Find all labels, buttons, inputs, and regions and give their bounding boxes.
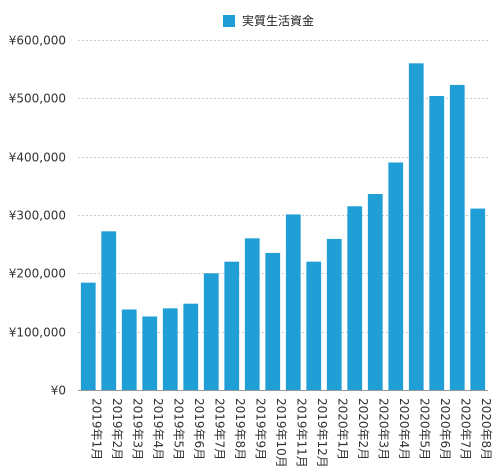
- x-tick-label: 2020年4月: [397, 398, 411, 460]
- x-tick-label: 2019年4月: [151, 398, 165, 460]
- bar: [80, 282, 96, 390]
- x-axis: 2019年1月 2019年2月 2019年3月 2019年4月 2019年5月 2019年…: [78, 390, 493, 467]
- bar: [388, 162, 404, 390]
- x-tick-label: 2019年3月: [130, 398, 144, 460]
- bar: [306, 261, 322, 390]
- y-tick-label: ¥500,000: [9, 92, 66, 106]
- bar: [162, 308, 178, 390]
- bars: [80, 63, 486, 391]
- y-tick-label: ¥100,000: [9, 326, 66, 340]
- y-axis: ¥0 ¥100,000 ¥200,000 ¥300,000 ¥400,000 ¥500,0…: [9, 34, 66, 398]
- bar: [183, 303, 199, 390]
- bar: [224, 261, 240, 390]
- x-tick-label: 2019年1月: [89, 398, 103, 460]
- bar: [121, 309, 137, 390]
- y-tick-label: ¥400,000: [9, 151, 66, 165]
- bar: [367, 194, 383, 390]
- x-tick-label: 2020年1月: [335, 398, 349, 460]
- bar: [265, 252, 281, 390]
- x-tick-label: 2019年9月: [253, 398, 267, 460]
- y-tick-label: ¥300,000: [9, 209, 66, 223]
- bar: [347, 206, 363, 390]
- x-tick-label: 2020年6月: [438, 398, 452, 460]
- x-tick-label: 2020年3月: [376, 398, 390, 460]
- x-tick-label: 2020年7月: [458, 398, 472, 460]
- legend-label: 実質生活資金: [242, 13, 314, 28]
- legend-swatch: [223, 15, 235, 27]
- bar: [244, 238, 260, 390]
- gridlines: [78, 40, 488, 333]
- y-tick-label: ¥600,000: [9, 34, 66, 48]
- bar: [429, 96, 445, 390]
- x-tick-label: 2019年7月: [212, 398, 226, 460]
- bar: [470, 208, 486, 390]
- x-tick-label: 2020年8月: [479, 398, 493, 460]
- y-tick-label: ¥0: [51, 384, 66, 398]
- x-tick-label: 2019年6月: [192, 398, 206, 460]
- x-tick-label: 2019年11月: [294, 398, 308, 467]
- x-tick-label: 2019年8月: [233, 398, 247, 460]
- bar: [285, 214, 301, 390]
- x-tick-label: 2019年10月: [274, 398, 288, 467]
- bar: [203, 273, 219, 390]
- x-tick-label: 2020年2月: [356, 398, 370, 460]
- bar: [449, 84, 465, 391]
- x-tick-label: 2020年5月: [417, 398, 431, 460]
- x-tick-label: 2019年5月: [171, 398, 185, 460]
- x-tick-label: 2019年12月: [315, 398, 329, 467]
- y-tick-label: ¥200,000: [9, 267, 66, 281]
- legend: 実質生活資金: [223, 13, 314, 28]
- bar: [101, 231, 117, 390]
- x-tick-label: 2019年2月: [110, 398, 124, 460]
- bar: [408, 63, 424, 390]
- bar: [326, 238, 342, 390]
- bar: [142, 316, 158, 390]
